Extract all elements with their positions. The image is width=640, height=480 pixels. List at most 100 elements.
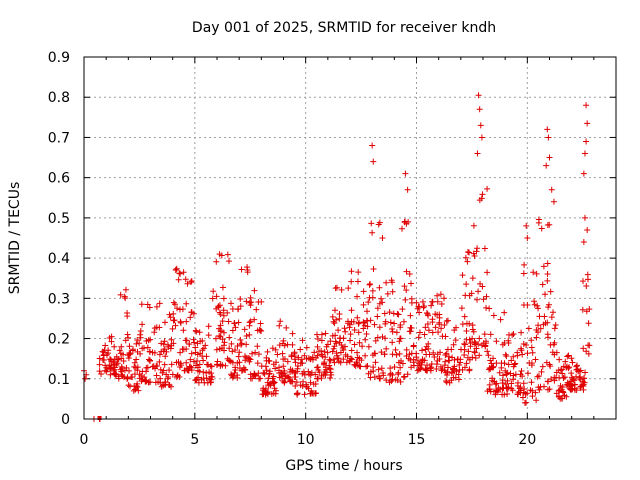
data-point bbox=[170, 317, 177, 324]
data-point bbox=[251, 316, 258, 323]
data-point bbox=[321, 348, 328, 355]
data-point bbox=[481, 331, 488, 338]
data-point bbox=[579, 306, 586, 313]
data-point bbox=[105, 347, 112, 354]
data-point bbox=[138, 301, 145, 308]
data-point bbox=[170, 310, 177, 317]
data-point bbox=[419, 347, 426, 354]
data-point bbox=[413, 350, 420, 357]
data-point bbox=[217, 333, 224, 340]
data-point bbox=[386, 309, 393, 316]
data-point bbox=[465, 348, 472, 355]
data-point bbox=[376, 324, 383, 331]
data-point bbox=[125, 355, 132, 362]
data-point bbox=[560, 363, 567, 370]
data-point bbox=[383, 345, 390, 352]
data-point bbox=[120, 351, 127, 358]
data-point bbox=[192, 377, 199, 384]
data-point bbox=[423, 309, 430, 316]
data-point bbox=[455, 376, 462, 383]
data-point bbox=[360, 325, 367, 332]
data-point bbox=[247, 318, 254, 325]
data-point bbox=[329, 313, 336, 320]
data-point bbox=[499, 391, 506, 398]
data-point bbox=[382, 335, 389, 342]
data-point bbox=[462, 341, 469, 348]
data-point bbox=[187, 314, 194, 321]
data-point bbox=[314, 343, 321, 350]
data-point bbox=[289, 330, 296, 337]
data-point bbox=[557, 382, 564, 389]
data-point bbox=[363, 330, 370, 337]
data-point bbox=[190, 336, 197, 343]
data-point bbox=[137, 334, 144, 341]
data-point bbox=[266, 370, 273, 377]
data-point bbox=[144, 301, 151, 308]
data-point bbox=[500, 372, 507, 379]
data-point bbox=[425, 340, 432, 347]
data-point bbox=[192, 344, 199, 351]
data-point bbox=[553, 349, 560, 356]
data-point bbox=[502, 381, 509, 388]
data-point bbox=[520, 380, 527, 387]
data-point bbox=[547, 288, 554, 295]
data-point bbox=[360, 301, 367, 308]
data-point bbox=[213, 258, 220, 265]
data-point bbox=[396, 350, 403, 357]
data-point bbox=[291, 356, 298, 363]
data-point bbox=[368, 220, 375, 227]
data-point bbox=[444, 364, 451, 371]
data-point bbox=[475, 92, 482, 99]
data-point bbox=[264, 391, 271, 398]
data-point bbox=[547, 341, 554, 348]
data-point bbox=[193, 328, 200, 335]
data-point bbox=[544, 378, 551, 385]
data-point bbox=[401, 373, 408, 380]
data-point bbox=[365, 343, 372, 350]
data-point bbox=[241, 326, 248, 333]
data-point bbox=[486, 305, 493, 312]
data-point bbox=[512, 360, 519, 367]
data-point bbox=[178, 362, 185, 369]
data-point bbox=[370, 158, 377, 165]
data-point bbox=[118, 363, 125, 370]
data-point bbox=[267, 382, 274, 389]
data-point bbox=[130, 387, 137, 394]
data-point bbox=[469, 275, 476, 282]
data-point bbox=[391, 364, 398, 371]
data-point bbox=[252, 349, 259, 356]
data-point bbox=[143, 368, 150, 375]
data-point bbox=[166, 382, 173, 389]
data-point bbox=[164, 375, 171, 382]
data-point bbox=[547, 363, 554, 370]
data-point bbox=[162, 353, 169, 360]
data-point bbox=[353, 359, 360, 366]
data-point bbox=[213, 361, 220, 368]
data-point bbox=[581, 150, 588, 157]
data-point bbox=[139, 376, 146, 383]
data-point bbox=[294, 365, 301, 372]
data-point bbox=[256, 326, 263, 333]
data-point bbox=[153, 303, 160, 310]
data-point bbox=[168, 336, 175, 343]
data-point bbox=[532, 389, 539, 396]
x-tick-label: 20 bbox=[518, 432, 536, 448]
data-point bbox=[347, 331, 354, 338]
data-point bbox=[424, 311, 431, 318]
data-point bbox=[279, 377, 286, 384]
data-point bbox=[470, 222, 477, 229]
data-point bbox=[491, 378, 498, 385]
data-point bbox=[555, 387, 562, 394]
data-point bbox=[364, 323, 371, 330]
data-point bbox=[204, 361, 211, 368]
data-point bbox=[406, 328, 413, 335]
data-point bbox=[301, 391, 308, 398]
data-point bbox=[354, 278, 361, 285]
data-point bbox=[237, 296, 244, 303]
data-point bbox=[314, 352, 321, 359]
data-point bbox=[216, 325, 223, 332]
data-point bbox=[315, 367, 322, 374]
data-point bbox=[246, 322, 253, 329]
data-point bbox=[219, 318, 226, 325]
data-point bbox=[341, 325, 348, 332]
